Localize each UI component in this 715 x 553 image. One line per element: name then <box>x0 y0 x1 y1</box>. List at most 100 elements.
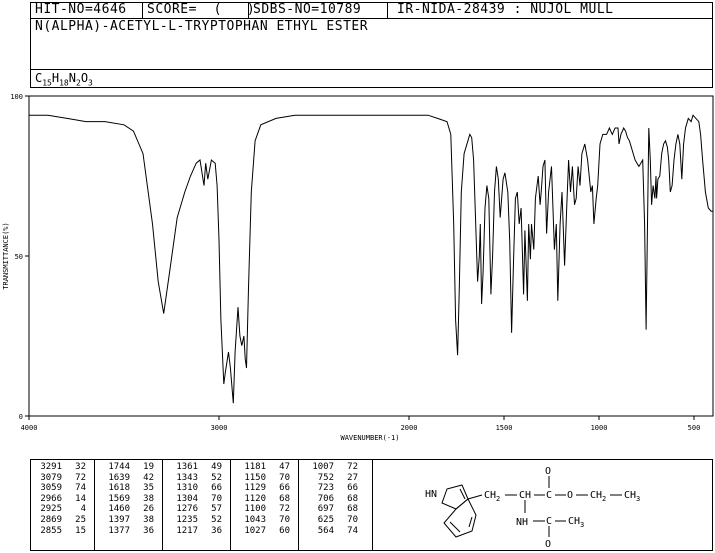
peak-wavenumber: 1304 <box>176 493 198 504</box>
chemical-structure: HN CH2 CH C O O CH2 CH3 NH C CH3 O <box>425 466 640 550</box>
peak-transmittance: 68 <box>279 493 290 504</box>
peak-column: 1361 49 1343 52 1310 66 1304 70 1276 57 1235 52 1217… <box>166 462 234 536</box>
peak-row: 1043 70 <box>234 515 302 526</box>
peak-wavenumber: 2925 <box>40 504 62 515</box>
peak-wavenumber: 2855 <box>40 525 62 536</box>
peak-row: 2855 15 <box>30 526 98 537</box>
peak-row: 1569 38 <box>98 494 166 505</box>
peak-transmittance: 68 <box>347 493 358 504</box>
y-axis-label: TRANSMITTANCE(%) <box>2 222 10 289</box>
peak-row: 625 70 <box>302 515 373 526</box>
peak-row: 1618 35 <box>98 483 166 494</box>
peak-transmittance: 32 <box>75 462 86 472</box>
peak-row: 723 66 <box>302 483 373 494</box>
peak-wavenumber: 1639 <box>108 472 130 483</box>
amide-carbon: C <box>546 516 552 527</box>
peak-transmittance: 42 <box>143 472 154 483</box>
peak-row: 1361 49 <box>166 462 234 473</box>
peak-row: 1744 19 <box>98 462 166 473</box>
peak-transmittance: 72 <box>347 462 358 472</box>
peak-transmittance: 36 <box>143 525 154 536</box>
peak-transmittance: 66 <box>211 483 222 494</box>
x-tick-label: 500 <box>688 424 701 432</box>
amide-nh: NH <box>516 517 528 528</box>
peak-wavenumber: 1460 <box>108 504 130 515</box>
sdbs-number: SDBS-NO=10789 <box>253 2 362 17</box>
peak-table: 3291 32 3079 72 3059 74 2966 14 2925 4 2869 25 2855 1… <box>30 459 373 551</box>
peak-wavenumber: 1361 <box>176 462 198 472</box>
peak-wavenumber: 1276 <box>176 504 198 515</box>
peak-transmittance: 47 <box>279 462 290 472</box>
peak-column: 1744 19 1639 42 1618 35 1569 38 1460 26 1397 38 1377… <box>98 462 166 536</box>
peak-row: 564 74 <box>302 526 373 537</box>
peak-wavenumber: 1569 <box>108 493 130 504</box>
peak-wavenumber: 1235 <box>176 514 198 525</box>
amide-oxygen: O <box>545 539 551 550</box>
peak-transmittance: 52 <box>211 514 222 525</box>
carbonyl-oxygen: O <box>545 466 551 477</box>
peak-wavenumber: 1027 <box>244 525 266 536</box>
peak-row: 2966 14 <box>30 494 98 505</box>
peak-wavenumber: 1618 <box>108 483 130 494</box>
peak-wavenumber: 1100 <box>244 504 266 515</box>
peak-row: 1310 66 <box>166 483 234 494</box>
peak-wavenumber: 1310 <box>176 483 198 494</box>
peak-column: 1007 72 752 27 723 66 706 68 697 68 625 70 564 74 <box>302 462 373 536</box>
peak-wavenumber: 1007 <box>312 462 334 472</box>
peak-column-divider <box>94 459 95 551</box>
peak-row: 1397 38 <box>98 515 166 526</box>
hit-number: HIT-NO=4646 <box>35 2 127 17</box>
peak-column-divider <box>298 459 299 551</box>
peak-row: 2925 4 <box>30 504 98 515</box>
peak-row: 1150 70 <box>234 473 302 484</box>
peak-wavenumber: 706 <box>317 493 334 504</box>
peak-wavenumber: 2966 <box>40 493 62 504</box>
header-divider-3 <box>387 2 388 19</box>
peak-row: 1100 72 <box>234 504 302 515</box>
plot-frame <box>28 95 714 417</box>
peak-row: 1343 52 <box>166 473 234 484</box>
x-axis-label: WAVENUMBER(-1) <box>340 434 399 442</box>
bond-ring-ch2 <box>467 494 483 500</box>
y-tick-label: 0 <box>19 413 23 421</box>
peak-row: 3059 74 <box>30 483 98 494</box>
peak-transmittance: 66 <box>347 483 358 494</box>
peak-row: 1460 26 <box>98 504 166 515</box>
peak-transmittance: 15 <box>75 525 86 536</box>
peak-wavenumber: 3291 <box>40 462 62 472</box>
score: SCORE= ( ) <box>147 2 256 17</box>
peak-row: 1027 60 <box>234 526 302 537</box>
peak-transmittance: 26 <box>143 504 154 515</box>
header-divider-2 <box>248 2 249 19</box>
peak-row: 706 68 <box>302 494 373 505</box>
peak-transmittance: 49 <box>211 462 222 472</box>
x-tick-label: 4000 <box>21 424 38 432</box>
formula-box <box>30 69 713 88</box>
peak-transmittance: 72 <box>279 504 290 515</box>
peak-transmittance: 38 <box>143 493 154 504</box>
ir-info: IR-NIDA-28439 : NUJOL MULL <box>397 2 614 17</box>
peak-transmittance: 66 <box>279 483 290 494</box>
peak-row: 1181 47 <box>234 462 302 473</box>
y-tick-label: 100 <box>10 93 23 101</box>
structure-box <box>372 459 713 551</box>
peak-wavenumber: 752 <box>317 472 334 483</box>
peak-transmittance: 4 <box>80 504 86 515</box>
peak-row: 1235 52 <box>166 515 234 526</box>
peak-row: 1276 57 <box>166 504 234 515</box>
carbonyl-carbon: C <box>546 490 552 501</box>
peak-wavenumber: 1120 <box>244 493 266 504</box>
ch-group: CH <box>519 490 531 501</box>
indole-ring-icon <box>441 484 477 538</box>
indole-nh: HN <box>425 489 437 500</box>
peak-row: 1217 36 <box>166 526 234 537</box>
ch2-group: CH2 <box>484 490 500 503</box>
peak-wavenumber: 3079 <box>40 472 62 483</box>
peak-wavenumber: 1343 <box>176 472 198 483</box>
peak-row: 1639 42 <box>98 473 166 484</box>
peak-transmittance: 68 <box>347 504 358 515</box>
peak-row: 1304 70 <box>166 494 234 505</box>
peak-transmittance: 74 <box>347 525 358 536</box>
peak-transmittance: 35 <box>143 483 154 494</box>
peak-transmittance: 14 <box>75 493 86 504</box>
